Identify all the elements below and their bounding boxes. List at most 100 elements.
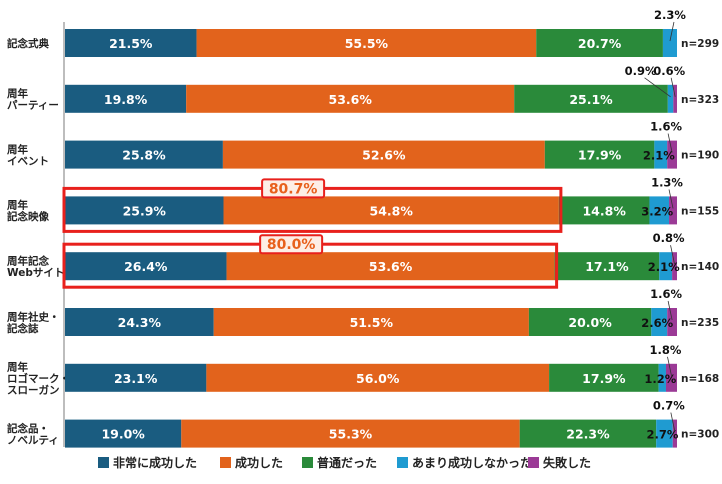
bar-segment — [672, 252, 677, 281]
bar-segment — [649, 196, 670, 225]
n-label: n=323 — [681, 94, 719, 106]
data-label: 21.5% — [109, 36, 153, 51]
data-label: 17.9% — [582, 371, 626, 386]
data-label: 14.8% — [582, 203, 626, 218]
bar-segment — [672, 419, 677, 448]
data-label: 25.9% — [123, 203, 167, 218]
legend-label: 普通だった — [317, 455, 377, 470]
leader-line — [644, 77, 671, 98]
bar-segment — [654, 140, 668, 169]
highlight-label: 80.7% — [269, 181, 318, 197]
bar-segment — [528, 308, 652, 336]
data-label: 26.4% — [124, 259, 168, 274]
labels-layer: n=299 21.5% 55.5% 20.7% 2.3% n=323 19.8% 53.6% 2… — [101, 8, 719, 442]
bar-segment — [544, 140, 655, 169]
bar-segment — [196, 29, 537, 57]
data-label: 53.6% — [369, 259, 413, 274]
data-label: 19.8% — [104, 92, 148, 107]
data-label: 25.8% — [122, 148, 166, 163]
bar-segment — [514, 84, 668, 113]
highlight-label: 80.0% — [267, 237, 316, 253]
data-label: 0.6% — [653, 64, 685, 78]
data-label: 52.6% — [362, 148, 406, 163]
bar-segment — [536, 29, 663, 57]
data-label: 2.6% — [641, 316, 673, 330]
bar-segment — [667, 84, 674, 113]
legend-swatch — [397, 457, 408, 468]
bar-segment — [554, 252, 660, 281]
bar-segment — [65, 252, 227, 281]
bar-segment — [667, 140, 677, 169]
bar-segment — [223, 196, 559, 225]
category-label: 周年パーティー — [7, 87, 59, 112]
legend: 非常に成功した 成功した 普通だった あまり成功しなかった 失敗した — [98, 455, 591, 470]
highlight-callout — [259, 234, 324, 255]
bar-segment — [669, 196, 677, 225]
bar-segment — [181, 419, 520, 448]
data-label: 19.0% — [101, 427, 145, 442]
legend-label: あまり成功しなかった — [412, 455, 532, 470]
n-label: n=299 — [681, 38, 719, 50]
data-label: 3.2% — [641, 204, 673, 218]
data-label: 1.6% — [650, 287, 682, 301]
data-label: 1.2% — [644, 372, 676, 386]
bar-segment — [226, 252, 555, 281]
data-label: 17.9% — [578, 148, 622, 163]
n-label: n=235 — [681, 317, 719, 329]
data-label: 0.9% — [625, 64, 657, 78]
data-label: 2.1% — [648, 260, 680, 274]
data-label: 22.3% — [566, 427, 610, 442]
bar-segment — [519, 419, 657, 448]
bar-segment — [206, 363, 550, 392]
bar-segment — [65, 84, 187, 113]
legend-label: 成功した — [235, 455, 283, 470]
data-label: 25.1% — [569, 92, 613, 107]
data-label: 1.3% — [651, 175, 683, 189]
category-label: 周年記念 Webサイト — [7, 254, 64, 279]
bar-segment — [65, 140, 223, 169]
n-label: n=168 — [681, 373, 719, 385]
data-label: 53.6% — [329, 92, 373, 107]
data-label: 55.5% — [345, 36, 389, 51]
bar-segment — [665, 363, 677, 392]
bar-segment — [656, 419, 673, 448]
bar-segment — [673, 84, 677, 113]
data-label: 23.1% — [114, 371, 158, 386]
data-label: 24.3% — [118, 315, 162, 330]
bar-segment — [222, 140, 545, 169]
data-label: 1.6% — [650, 120, 682, 134]
leader-line — [669, 21, 675, 42]
legend-label: 失敗した — [543, 455, 591, 470]
data-label: 0.8% — [653, 231, 685, 245]
leader-line — [667, 300, 673, 321]
n-label: n=300 — [681, 429, 719, 441]
legend-swatch — [220, 457, 231, 468]
bar-segment — [549, 363, 659, 392]
category-label: 周年イベント — [7, 143, 49, 168]
data-label: 55.3% — [329, 427, 373, 442]
bar-segment — [186, 84, 515, 113]
legend-label: 非常に成功した — [113, 455, 197, 470]
bar-segment — [667, 308, 677, 336]
data-label: 0.7% — [653, 399, 685, 413]
bar-segment — [659, 252, 673, 281]
leader-line — [667, 356, 672, 376]
category-label: 記念式典 — [7, 37, 49, 50]
leader-line — [670, 77, 676, 97]
bar-segment — [558, 196, 650, 225]
bar-segment — [65, 29, 197, 57]
bars-layer — [65, 29, 677, 448]
bar-segment — [213, 308, 529, 336]
highlight-layer: 80.7% 80.0% — [62, 178, 563, 289]
data-label: 2.3% — [654, 8, 686, 22]
bar-segment — [662, 29, 677, 57]
data-label: 2.7% — [647, 428, 679, 442]
legend-swatch — [302, 457, 313, 468]
data-label: 56.0% — [356, 371, 400, 386]
leader-line — [670, 245, 675, 265]
legend-swatch — [98, 457, 109, 468]
data-label: 20.0% — [568, 315, 612, 330]
n-label: n=140 — [681, 261, 719, 273]
bar-segment — [65, 308, 214, 336]
